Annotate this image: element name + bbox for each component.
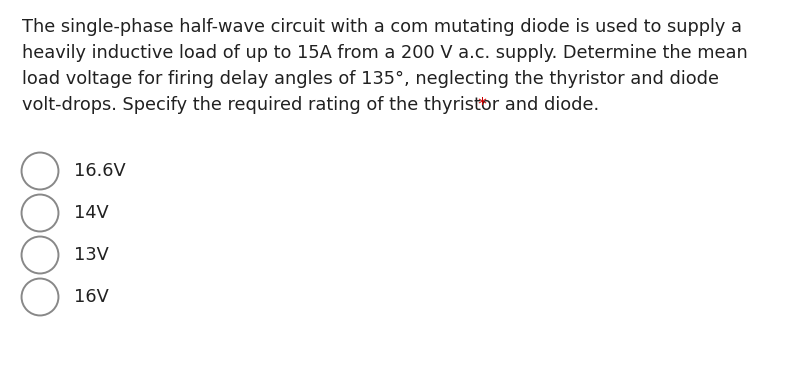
Point [34, 252, 46, 258]
Point [34, 168, 46, 174]
Text: 14V: 14V [74, 204, 109, 222]
Text: 16V: 16V [74, 288, 109, 306]
Text: volt-drops. Specify the required rating of the thyristor and diode. *: volt-drops. Specify the required rating … [22, 96, 614, 114]
Point [34, 210, 46, 216]
Text: load voltage for firing delay angles of 135°, neglecting the thyristor and diode: load voltage for firing delay angles of … [22, 70, 719, 88]
Text: The single-phase half-wave circuit with a com mutating diode is used to supply a: The single-phase half-wave circuit with … [22, 18, 742, 36]
Text: 16.6V: 16.6V [74, 162, 126, 180]
Point [34, 294, 46, 300]
Text: *: * [477, 96, 486, 114]
Text: heavily inductive load of up to 15A from a 200 V a.c. supply. Determine the mean: heavily inductive load of up to 15A from… [22, 44, 748, 62]
Text: 13V: 13V [74, 246, 109, 264]
Text: volt-drops. Specify the required rating of the thyristor and diode.: volt-drops. Specify the required rating … [22, 96, 599, 114]
